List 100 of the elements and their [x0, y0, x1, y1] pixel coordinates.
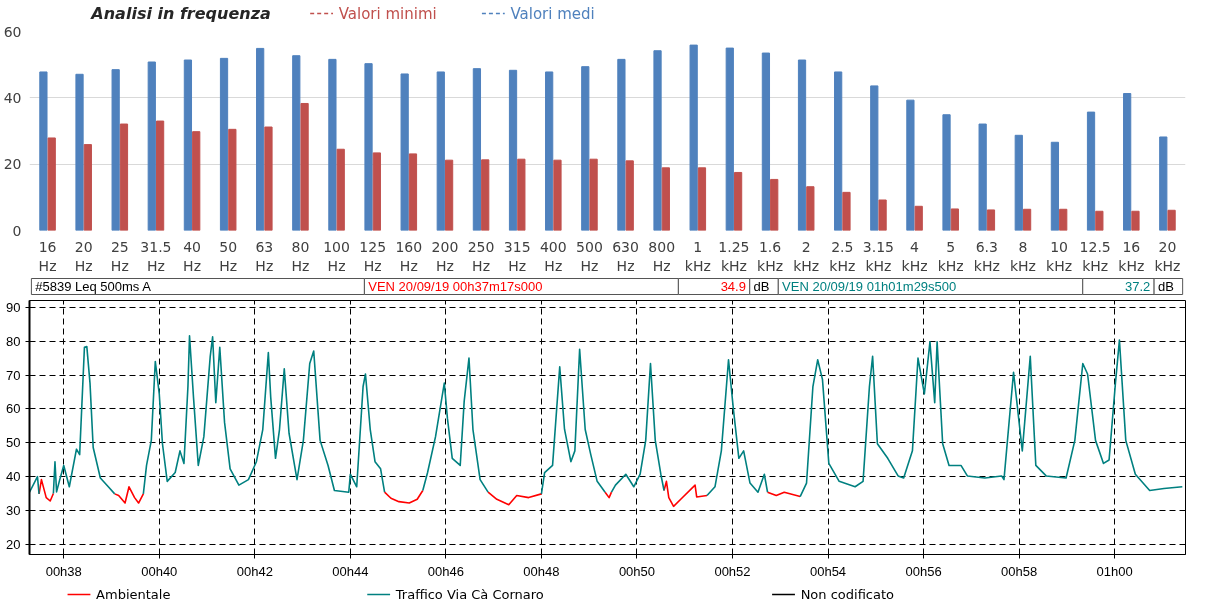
bar — [111, 69, 120, 231]
bar — [364, 63, 373, 231]
text: VEN 20/09/19 01h01m29s500 — [782, 279, 957, 294]
bar — [300, 102, 309, 231]
bar — [147, 61, 156, 231]
x-tick-label: 00h40 — [141, 563, 178, 579]
x-tick-label: 800 Hz — [648, 238, 676, 274]
bar — [770, 178, 779, 231]
bar — [75, 73, 84, 231]
bar — [589, 158, 598, 231]
y-tick-label: 40 — [6, 469, 21, 485]
x-tick-label: 1 kHz — [684, 238, 711, 274]
bar — [508, 69, 518, 231]
bar — [1086, 111, 1096, 231]
y-tick-label: 40 — [3, 89, 22, 106]
bar — [444, 159, 454, 231]
bar — [797, 59, 807, 231]
text: 34.9 — [720, 279, 746, 294]
bar — [545, 71, 554, 231]
x-tick-label: 50 Hz — [219, 238, 238, 274]
bar — [689, 44, 698, 231]
bar — [986, 209, 996, 231]
x-tick-label: 00h50 — [618, 563, 656, 579]
x-tick-label: 00h42 — [236, 563, 273, 579]
bar — [1123, 93, 1132, 231]
bar — [978, 123, 987, 231]
x-tick-label: 630 Hz — [612, 238, 639, 274]
x-tick-label: 00h56 — [905, 563, 942, 579]
bar — [1095, 210, 1104, 231]
bar — [950, 208, 959, 231]
bar — [1050, 141, 1060, 231]
bar — [228, 128, 237, 231]
legend-label: Ambientale — [96, 587, 171, 602]
x-tick-label: 6.3 kHz — [973, 238, 1000, 274]
x-tick-label: 500 Hz — [576, 238, 603, 274]
x-tick-label: 00h38 — [45, 563, 82, 579]
bar — [725, 47, 734, 231]
bar — [1014, 134, 1023, 231]
bar — [481, 159, 490, 231]
y-tick-label: 60 — [3, 23, 22, 40]
x-tick-label: 20 Hz — [74, 238, 93, 274]
y-tick-label: 60 — [6, 401, 21, 417]
bar — [39, 71, 48, 231]
x-tick-label: 16 Hz — [38, 238, 57, 274]
text: dB — [753, 279, 770, 294]
legend-label: Traffico Via Cà Cornaro — [394, 587, 544, 602]
bar — [834, 71, 843, 231]
bar — [517, 158, 526, 231]
bar — [436, 71, 445, 231]
bar — [83, 144, 92, 231]
x-tick-label: 315 Hz — [503, 238, 531, 274]
x-tick-label: 40 Hz — [183, 238, 202, 274]
bar — [1131, 210, 1140, 231]
bar — [906, 99, 915, 231]
x-tick-label: 160 Hz — [395, 238, 423, 274]
y-tick-label: 90 — [6, 299, 21, 315]
y-tick-label: 20 — [3, 156, 22, 173]
bar — [264, 126, 273, 231]
x-tick-label: 200 Hz — [431, 238, 459, 274]
bar — [1167, 209, 1176, 231]
x-tick-label: 00h54 — [809, 563, 847, 579]
bar — [1159, 136, 1168, 231]
bar — [617, 58, 626, 231]
bar — [292, 55, 301, 231]
y-tick-label: 0 — [12, 222, 22, 239]
bar — [1059, 208, 1068, 231]
bar — [942, 114, 951, 231]
bar — [661, 167, 670, 231]
bar — [581, 66, 590, 231]
x-tick-label: 10 kHz — [1046, 238, 1073, 274]
bar — [372, 152, 381, 231]
bar — [653, 50, 662, 231]
x-tick-label: 00h58 — [1001, 563, 1038, 579]
x-tick-label: 8 kHz — [1009, 238, 1036, 274]
x-tick-label: 5 kHz — [937, 238, 964, 274]
x-tick-label: 125 Hz — [359, 238, 387, 274]
bar — [155, 120, 165, 231]
bar — [219, 57, 229, 231]
bar — [47, 137, 56, 231]
y-tick-label: 70 — [6, 367, 21, 383]
bar — [914, 205, 923, 231]
y-tick-label: 80 — [6, 333, 21, 349]
legend-label: Valori minimi — [338, 4, 437, 23]
x-tick-label: 00h44 — [332, 563, 369, 579]
legend-label: Non codificato — [800, 587, 895, 602]
x-tick-label: 4 kHz — [901, 238, 928, 274]
bar — [192, 131, 201, 231]
x-tick-label: 00h48 — [523, 563, 560, 579]
x-tick-label: 1.25 kHz — [718, 238, 750, 274]
x-tick-label: 63 Hz — [255, 238, 274, 274]
x-tick-label: 01h00 — [1096, 563, 1133, 579]
x-tick-label: 2 kHz — [793, 238, 820, 274]
bar — [400, 73, 409, 231]
bar — [328, 58, 337, 231]
x-tick-label: 100 Hz — [323, 238, 350, 274]
bar — [1022, 208, 1032, 231]
x-tick-label: 20 kHz — [1154, 238, 1181, 274]
bar — [256, 47, 265, 231]
legend-label: Valori medi — [510, 4, 595, 23]
chart-title: Analisi in frequenza — [89, 4, 271, 23]
